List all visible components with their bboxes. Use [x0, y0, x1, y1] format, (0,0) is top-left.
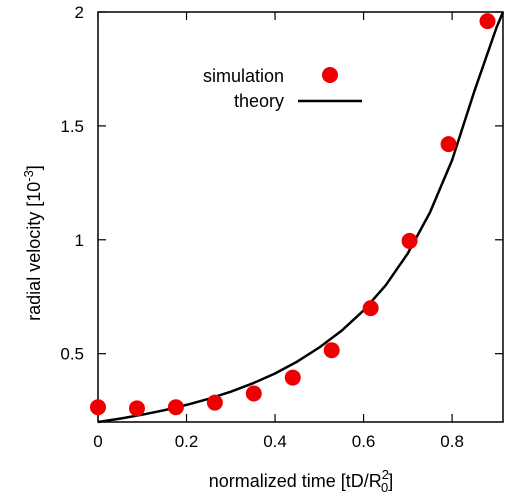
- legend-marker-simulation: [322, 67, 338, 83]
- simulation-point: [206, 394, 223, 411]
- simulation-point: [362, 300, 379, 317]
- y-axis-label-end: ]: [24, 165, 44, 170]
- legend-label-simulation: simulation: [203, 66, 284, 86]
- simulation-point: [128, 400, 145, 417]
- simulation-point: [245, 385, 262, 402]
- y-tick-label: 0.5: [60, 345, 84, 364]
- plot-area: 0 0.2 0.4 0.6 0.8 0.5 1 1.5 2 simulation theory: [60, 3, 505, 451]
- svg-text:radial velocity [10-3]: radial velocity [10-3]: [21, 165, 44, 321]
- simulation-point: [167, 399, 184, 416]
- y-axis-label-superscript: -3: [21, 170, 36, 182]
- simulation-point: [323, 342, 340, 359]
- simulation-point: [284, 369, 301, 386]
- x-tick-label: 0.4: [263, 432, 287, 451]
- legend: simulation theory: [203, 66, 362, 111]
- y-axis-label-text: radial velocity [10: [24, 182, 44, 321]
- y-axis-label: radial velocity [10-3]: [21, 165, 44, 321]
- y-tick-label: 2: [75, 3, 84, 22]
- simulation-point: [479, 13, 496, 30]
- x-tick-label: 0.6: [352, 432, 376, 451]
- y-tick-label: 1: [75, 231, 84, 250]
- simulation-point: [401, 232, 418, 249]
- x-axis-label-end: ]: [388, 471, 393, 491]
- x-axis-label: normalized time [tD/R2 0]: [209, 467, 394, 495]
- x-axis-label-subscript: 0: [381, 480, 388, 495]
- x-axis-label-text: normalized time [tD/R: [209, 471, 382, 491]
- svg-text:normalized time [tD/R20]: normalized time [tD/R2 0]: [209, 467, 394, 495]
- x-tick-label: 0: [93, 432, 102, 451]
- simulation-point: [440, 136, 457, 153]
- simulation-point: [90, 399, 106, 416]
- theory-line: [97, 11, 505, 424]
- x-tick-label: 0.2: [175, 432, 199, 451]
- x-tick-label: 0.8: [440, 432, 464, 451]
- x-axis-label-superscript: 2: [382, 467, 389, 482]
- plot-frame: [97, 11, 504, 423]
- y-tick-label: 1.5: [60, 117, 84, 136]
- legend-label-theory: theory: [234, 91, 284, 111]
